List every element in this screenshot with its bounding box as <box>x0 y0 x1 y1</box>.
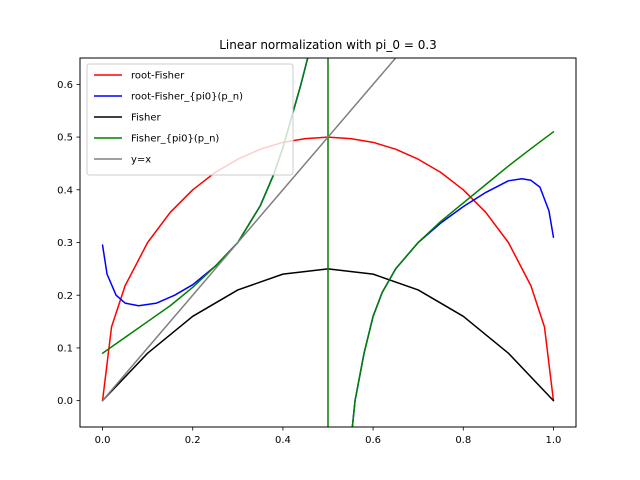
legend-label-4: y=x <box>131 155 151 166</box>
x-tick-label-3: 0.6 <box>365 435 381 446</box>
y-tick-label-5: 0.5 <box>57 133 73 144</box>
x-tick-label-4: 0.8 <box>455 435 471 446</box>
y-axis: 0.0 0.1 0.2 0.3 0.4 0.5 0.6 <box>57 80 80 407</box>
x-tick-label-0: 0.0 <box>95 435 111 446</box>
x-axis: 0.0 0.2 0.4 0.6 0.8 1.0 <box>95 427 562 446</box>
series-line-4-seg-0 <box>101 58 397 402</box>
y-tick-label-1: 0.1 <box>57 344 73 355</box>
legend-label-2: Fisher <box>131 113 162 124</box>
y-tick-label-2: 0.2 <box>57 291 73 302</box>
y-tick-label-6: 0.6 <box>57 80 73 91</box>
x-tick-label-2: 0.4 <box>275 435 291 446</box>
y-tick-label-4: 0.4 <box>57 185 73 196</box>
y-tick-label-3: 0.3 <box>57 238 73 249</box>
series-line-3-seg-2 <box>351 131 555 427</box>
chart-title: Linear normalization with pi_0 = 0.3 <box>219 38 437 52</box>
legend-label-1: root-Fisher_{pi0}(p_n) <box>131 92 243 103</box>
legend: root-Fisher root-Fisher_{pi0}(p_n) Fisher F… <box>86 63 294 176</box>
legend-label-0: root-Fisher <box>131 71 185 82</box>
legend-box <box>86 63 294 176</box>
legend-label-3: Fisher_{pi0}(p_n) <box>131 134 219 145</box>
y-tick-label-0: 0.0 <box>57 396 73 407</box>
x-tick-label-5: 1.0 <box>546 435 562 446</box>
series-layer <box>101 58 555 427</box>
x-tick-label-1: 0.2 <box>185 435 201 446</box>
